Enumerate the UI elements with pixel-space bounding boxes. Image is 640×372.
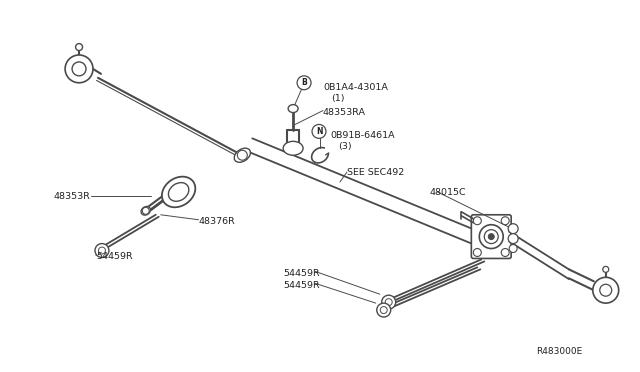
Ellipse shape bbox=[141, 206, 150, 215]
Circle shape bbox=[474, 217, 481, 225]
Circle shape bbox=[381, 295, 396, 309]
Circle shape bbox=[509, 244, 517, 253]
Circle shape bbox=[603, 266, 609, 272]
Text: 48015C: 48015C bbox=[429, 188, 466, 197]
Ellipse shape bbox=[283, 141, 303, 155]
Ellipse shape bbox=[168, 183, 189, 201]
Text: B: B bbox=[301, 78, 307, 87]
Circle shape bbox=[593, 277, 619, 303]
Ellipse shape bbox=[234, 148, 250, 162]
Ellipse shape bbox=[162, 177, 195, 207]
Text: (1): (1) bbox=[331, 94, 344, 103]
Circle shape bbox=[72, 62, 86, 76]
Text: 48376R: 48376R bbox=[198, 217, 236, 226]
Circle shape bbox=[484, 230, 498, 244]
Circle shape bbox=[501, 248, 509, 256]
Circle shape bbox=[488, 234, 494, 240]
Text: 54459R: 54459R bbox=[283, 281, 320, 290]
Text: 48353RA: 48353RA bbox=[323, 108, 366, 116]
Circle shape bbox=[380, 307, 387, 314]
Circle shape bbox=[95, 244, 109, 257]
Circle shape bbox=[600, 284, 612, 296]
Text: 54459R: 54459R bbox=[283, 269, 320, 278]
Circle shape bbox=[385, 299, 392, 306]
Text: 0B1A4-4301A: 0B1A4-4301A bbox=[323, 83, 388, 92]
Circle shape bbox=[501, 217, 509, 225]
Text: R483000E: R483000E bbox=[536, 347, 582, 356]
FancyBboxPatch shape bbox=[471, 215, 511, 259]
Circle shape bbox=[508, 234, 518, 244]
Text: SEE SEC492: SEE SEC492 bbox=[347, 168, 404, 177]
Text: 48353R: 48353R bbox=[53, 192, 90, 201]
Text: 54459R: 54459R bbox=[96, 253, 132, 262]
Circle shape bbox=[65, 55, 93, 83]
Ellipse shape bbox=[288, 105, 298, 113]
Circle shape bbox=[142, 207, 149, 214]
Text: N: N bbox=[316, 127, 323, 136]
Circle shape bbox=[377, 303, 390, 317]
Circle shape bbox=[297, 76, 311, 90]
Circle shape bbox=[76, 44, 83, 51]
Circle shape bbox=[508, 224, 518, 234]
Circle shape bbox=[99, 247, 106, 254]
Text: (3): (3) bbox=[338, 142, 351, 151]
Text: 0B91B-6461A: 0B91B-6461A bbox=[330, 131, 395, 140]
Circle shape bbox=[312, 125, 326, 138]
Circle shape bbox=[237, 150, 247, 160]
Circle shape bbox=[479, 225, 503, 248]
Circle shape bbox=[474, 248, 481, 256]
